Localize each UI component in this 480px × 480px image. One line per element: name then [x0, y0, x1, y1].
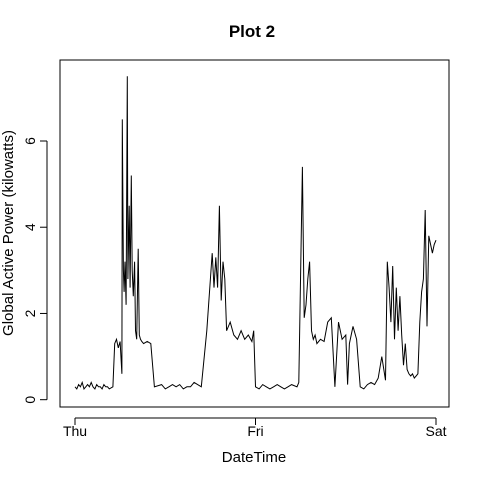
y-tick-label: 0: [22, 396, 38, 404]
y-tick-label: 2: [22, 309, 38, 317]
chart-title: Plot 2: [229, 22, 275, 41]
x-axis: Thu Fri Sat: [63, 417, 447, 439]
y-axis-label: Global Active Power (kilowatts): [0, 130, 17, 336]
x-tick-label: Sat: [425, 423, 446, 439]
x-axis-label: DateTime: [222, 449, 286, 466]
y-tick-label: 6: [22, 137, 38, 145]
power-series-line: [74, 76, 437, 390]
y-tick-label: 4: [22, 223, 38, 231]
x-tick-label: Thu: [63, 423, 87, 439]
x-tick-label: Fri: [247, 423, 263, 439]
y-axis: 0 2 4 6: [22, 137, 48, 404]
plot-frame: [59, 59, 450, 408]
